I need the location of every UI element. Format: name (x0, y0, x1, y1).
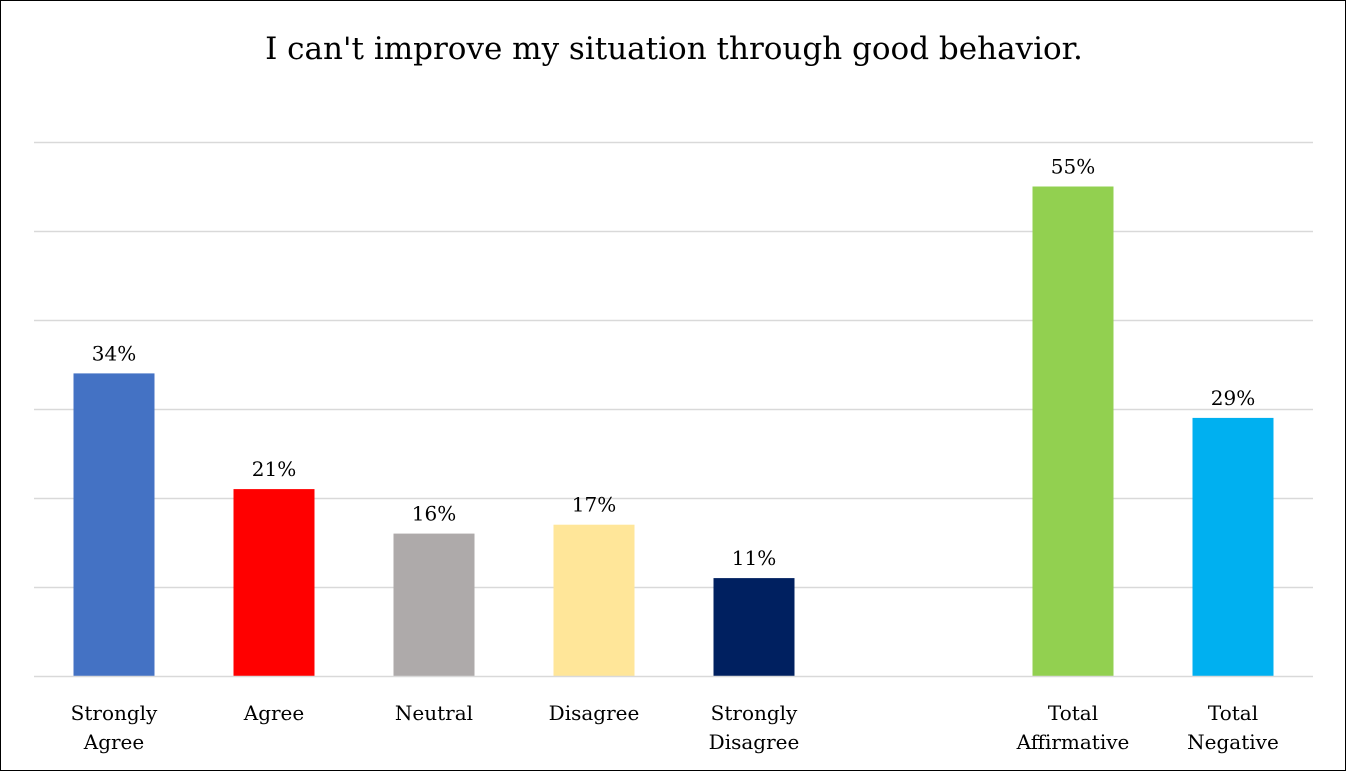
data-label: 34% (92, 341, 136, 365)
data-label: 29% (1211, 386, 1255, 410)
x-tick-label: Total Negative (1187, 701, 1279, 754)
data-label: 21% (252, 457, 296, 481)
x-tick-label: Agree (243, 701, 304, 725)
x-tick-label: Neutral (395, 701, 473, 725)
data-label: 16% (412, 502, 456, 526)
bar (73, 373, 155, 676)
bar (393, 533, 475, 676)
data-label: 17% (572, 493, 616, 517)
bar (1032, 186, 1114, 676)
bar (233, 489, 315, 676)
data-labels: 34% 21% 16% 17% 11% 55% 29% (92, 155, 1255, 571)
x-tick-label: Disagree (549, 701, 640, 725)
x-tick-label: Total Affirmative (1016, 701, 1130, 754)
chart-title: I can't improve my situation through goo… (265, 31, 1083, 67)
x-tick-label: Strongly Agree (71, 701, 158, 754)
data-label: 55% (1051, 155, 1095, 179)
data-label: 11% (732, 546, 776, 570)
bar (713, 578, 795, 676)
bar (553, 524, 635, 676)
x-tick-labels: Strongly Agree Agree Neutral Disagree Strongl… (71, 701, 1279, 754)
bar (1192, 417, 1274, 676)
bars (73, 186, 1274, 676)
x-tick-label: Strongly Disagree (709, 701, 800, 754)
gridlines (34, 141, 1313, 589)
